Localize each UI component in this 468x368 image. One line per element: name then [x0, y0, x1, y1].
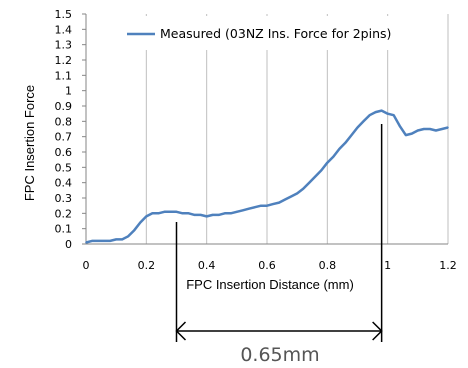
- data-point: [338, 148, 341, 150]
- data-point: [278, 201, 280, 204]
- y-tick-label-8: 0.8: [55, 115, 73, 128]
- data-point: [356, 126, 359, 129]
- x-tick-label-0: 0: [83, 259, 90, 272]
- data-point: [139, 221, 142, 224]
- legend: Measured (03NZ Ins. Force for 2pins): [96, 16, 436, 50]
- data-point: [326, 161, 329, 164]
- data-point: [404, 134, 407, 136]
- y-tick-label-12: 1.2: [55, 54, 73, 67]
- data-point: [223, 212, 226, 215]
- x-tick-label-4: 0.8: [319, 259, 337, 272]
- y-tick-label-0: 0: [65, 238, 72, 251]
- y-tick-label-5: 0.5: [55, 161, 73, 174]
- data-point: [242, 209, 244, 212]
- grid-lines: [145, 14, 449, 244]
- y-tick-label-7: 0.7: [55, 131, 73, 144]
- data-point: [398, 125, 401, 127]
- data-point: [380, 109, 383, 112]
- data-point: [187, 212, 190, 215]
- data-point: [284, 198, 286, 201]
- y-tick-label-14: 1.4: [55, 23, 73, 36]
- axes: [82, 13, 448, 245]
- x-tick-label-1: 0.2: [138, 259, 156, 272]
- data-point: [417, 129, 419, 132]
- data-point: [151, 212, 154, 215]
- dimension-arrow-right: [372, 321, 383, 341]
- data-point: [217, 214, 220, 216]
- data-point: [296, 192, 298, 195]
- y-tick-label-3: 0.3: [55, 192, 73, 205]
- y-tick-label-10: 1: [65, 85, 72, 98]
- x-axis-title: FPC Insertion Distance (mm): [186, 277, 354, 292]
- data-point: [290, 195, 292, 198]
- data-point: [248, 207, 250, 210]
- data-point: [429, 128, 431, 130]
- legend-label: Measured (03NZ Ins. Force for 2pins): [160, 26, 391, 41]
- y-tick-label-1: 0.1: [55, 223, 73, 236]
- data-point: [314, 175, 317, 178]
- data-point: [362, 120, 365, 123]
- data-point: [302, 188, 305, 190]
- y-tick-label-15: 1.5: [55, 8, 73, 21]
- data-point: [411, 132, 413, 135]
- data-point: [392, 114, 395, 116]
- data-point: [332, 155, 335, 158]
- data-point: [350, 134, 353, 136]
- series-layer: [85, 109, 449, 244]
- data-point: [266, 204, 268, 207]
- data-point: [441, 128, 443, 130]
- data-point: [230, 212, 232, 215]
- dimension-annotation: [175, 124, 383, 342]
- data-point: [145, 215, 148, 218]
- data-point: [193, 214, 196, 216]
- data-point: [205, 215, 208, 218]
- data-point: [199, 214, 202, 216]
- data-point: [169, 211, 172, 213]
- y-tick-label-9: 0.9: [55, 100, 73, 113]
- data-point: [344, 142, 347, 144]
- data-point: [423, 128, 425, 130]
- dimension-arrow-left: [175, 321, 187, 341]
- data-point: [211, 214, 214, 216]
- dimension-label: 0.65mm: [240, 344, 319, 366]
- x-tick-label-2: 0.4: [198, 259, 216, 272]
- data-point: [447, 126, 449, 129]
- data-point: [133, 229, 136, 231]
- x-tick-label-6: 1.2: [439, 259, 457, 272]
- data-point: [109, 240, 111, 242]
- y-tick-label-11: 1.1: [55, 69, 73, 82]
- data-point: [181, 212, 184, 215]
- x-tick-label-3: 0.6: [258, 259, 276, 272]
- x-tick-label-5: 1: [384, 259, 391, 272]
- data-point: [157, 212, 160, 215]
- y-axis-title: FPC Insertion Force: [22, 85, 37, 201]
- data-point: [236, 211, 238, 213]
- data-point: [115, 238, 117, 241]
- data-point: [163, 211, 166, 213]
- y-tick-label-13: 1.3: [55, 39, 73, 52]
- y-tick-labels: 0 0.1 0.2 0.3 0.4 0.5 0.6 0.7 0.8 0.9 1 1.1 1.2 1.3 1.…: [55, 8, 73, 251]
- data-point: [100, 240, 102, 242]
- data-point: [260, 204, 262, 207]
- data-point: [435, 129, 437, 132]
- data-point: [121, 238, 123, 241]
- data-point: [386, 112, 389, 115]
- data-point: [308, 181, 311, 184]
- x-tick-labels: 0 0.2 0.4 0.6 0.8 1 1.2: [83, 259, 457, 272]
- y-tick-label-4: 0.4: [55, 177, 73, 190]
- y-tick-label-6: 0.6: [55, 146, 73, 159]
- series-line-0: [85, 109, 449, 244]
- data-point: [175, 211, 178, 213]
- data-point: [85, 241, 87, 244]
- data-point: [272, 203, 274, 205]
- data-point: [91, 240, 93, 242]
- data-point: [374, 111, 377, 113]
- data-point: [368, 114, 371, 116]
- y-tick-label-2: 0.2: [55, 207, 73, 220]
- data-point: [127, 235, 130, 238]
- data-point: [254, 206, 256, 208]
- data-point: [320, 169, 323, 172]
